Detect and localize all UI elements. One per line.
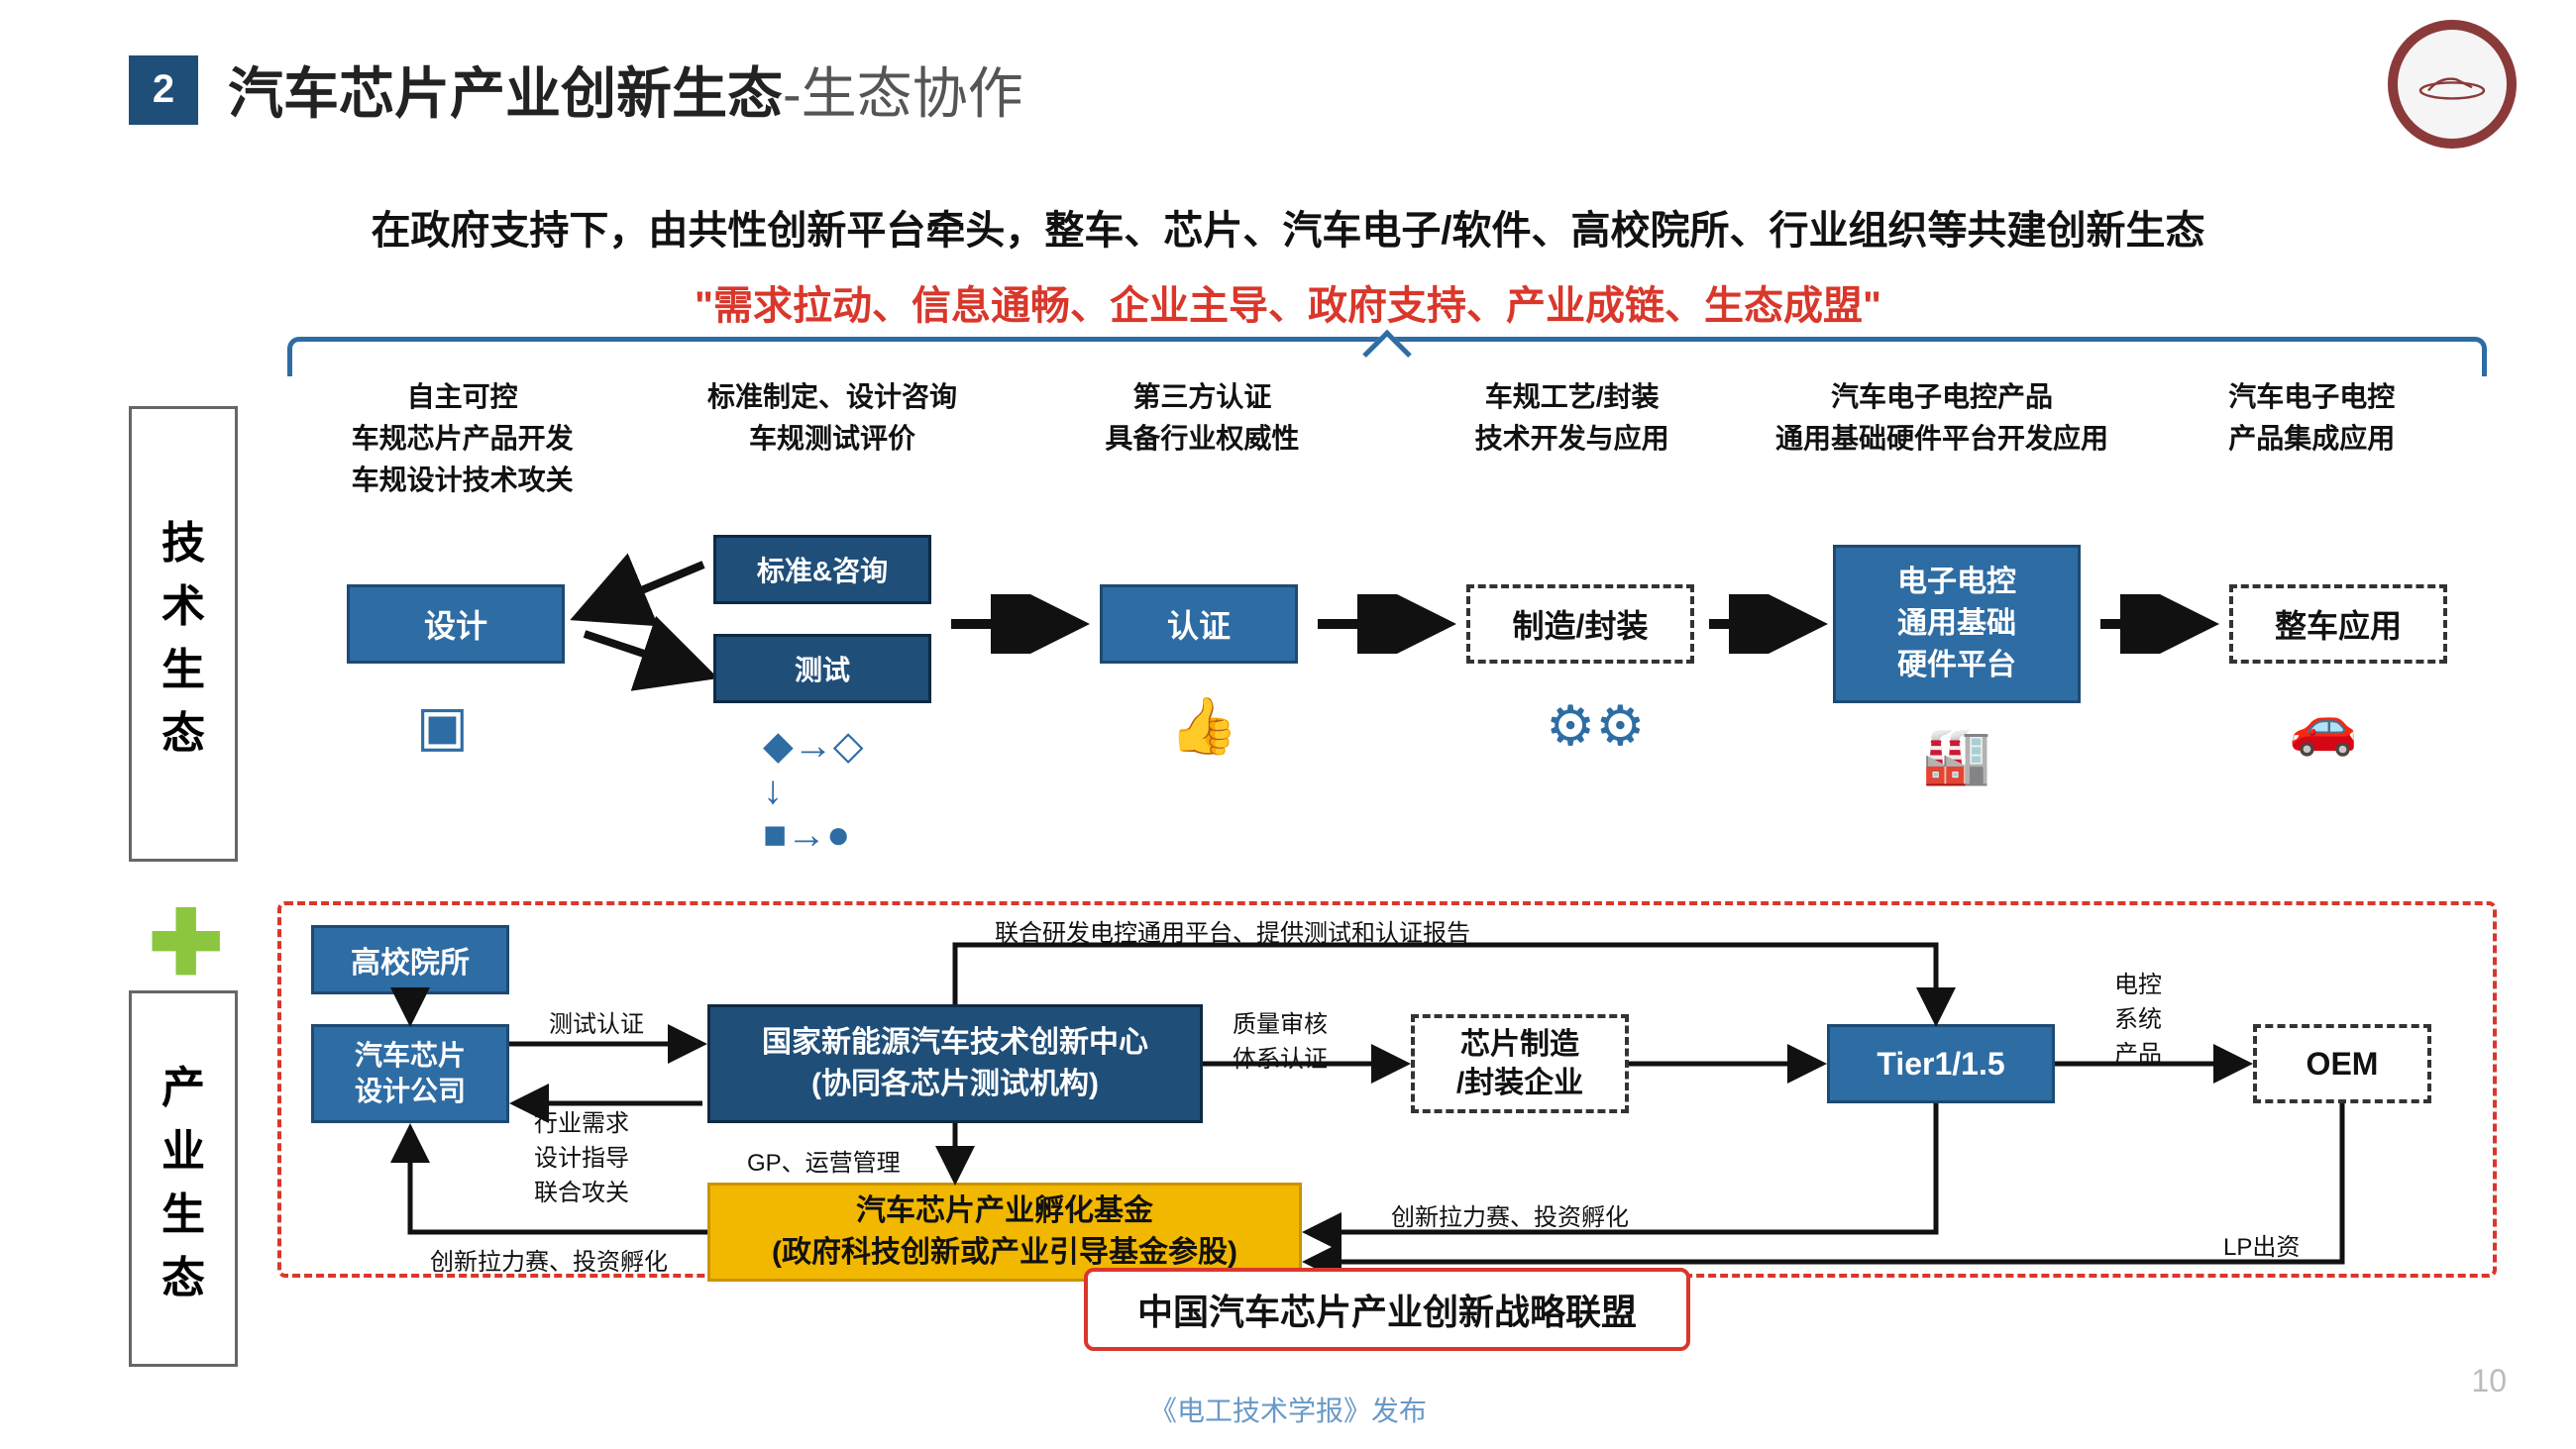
plus-icon: ✚ [149,891,223,995]
tech-flow-row: 设计 标准&咨询 测试 认证 制造/封装 电子电控 通用基础 硬件平台 整车应用… [277,555,2497,832]
col-head-1: 标准制定、设计咨询 车规测试评价 [647,376,1017,501]
alliance-box: 中国汽车芯片产业创新战略联盟 [1084,1268,1690,1351]
label-quality: 质量审核 体系认证 [1233,1004,1328,1074]
title-sub: -生态协作 [783,62,1023,125]
label-lp: LP出资 [2223,1227,2300,1262]
label-testcert: 测试认证 [549,1004,644,1039]
node-design: 设计 [347,584,565,664]
label-innovation2: 创新拉力赛、投资孵化 [1391,1197,1629,1232]
diagram: 自主可控 车规芯片产品开发 车规设计技术攻关 标准制定、设计咨询 车规测试评价 … [277,337,2497,1350]
node-platform: 电子电控 通用基础 硬件平台 [1833,545,2081,703]
arrow-platform [1699,594,1828,654]
label-product: 电控 系统 产品 [2114,965,2162,1069]
side-label-tech: 技术生态 [129,406,238,862]
gears-icon: ⚙⚙ [1546,693,1645,759]
publisher: 《电工技术学报》发布 [1149,1390,1427,1429]
arrow-cert [941,594,1090,654]
intro-block: 在政府支持下，由共性创新平台牵头，整车、芯片、汽车电子/软件、高校院所、行业组织… [0,198,2576,331]
node-cert: 认证 [1100,584,1298,664]
section-number: 2 [129,55,198,125]
title-main: 汽车芯片产业创新生态 [228,62,783,125]
intro-line1: 在政府支持下，由共性创新平台牵头，整车、芯片、汽车电子/软件、高校院所、行业组织… [0,198,2576,256]
slide-header: 2 汽车芯片产业创新生态-生态协作 [129,50,2447,130]
col-head-2: 第三方认证 具备行业权威性 [1018,376,1387,501]
car-icon: 🚗 [2289,693,2358,759]
industry-panel: 高校院所 汽车芯片 设计公司 国家新能源汽车技术创新中心 (协同各芯片测试机构)… [277,901,2497,1278]
node-std: 标准&咨询 [713,535,931,604]
col-head-3: 车规工艺/封装 技术开发与应用 [1387,376,1757,501]
label-reqguide: 行业需求 设计指导 联合攻关 [534,1103,629,1207]
node-vehicle: 整车应用 [2229,584,2447,664]
chip-icon: ▣ [416,693,469,759]
top-brace [287,337,2487,376]
label-joint: 联合研发电控通用平台、提供测试和认证报告 [995,913,1470,948]
thumbsup-icon: 👍 [1169,693,1238,759]
node-test: 测试 [713,634,931,703]
arrows-design-stdtest [565,535,713,713]
arrow-mfg [1308,594,1456,654]
node-mfg: 制造/封装 [1466,584,1694,664]
factory-icon: 🏭 [1922,723,1991,788]
label-innovation: 创新拉力赛、投资孵化 [430,1242,668,1277]
intro-line2: "需求拉动、信息通畅、企业主导、政府支持、产业成链、生态成盟" [0,273,2576,331]
col-head-0: 自主可控 车规芯片产品开发 车规设计技术攻关 [277,376,647,501]
page-number: 10 [2471,1363,2507,1399]
side-label-industry: 产业生态 [129,990,238,1367]
arrow-vehicle [2091,594,2219,654]
flow-icon: ◆→◇↓■→● [763,723,864,858]
title-container: 汽车芯片产业创新生态-生态协作 [198,50,1023,130]
column-headers-row: 自主可控 车规芯片产品开发 车规设计技术攻关 标准制定、设计咨询 车规测试评价 … [277,376,2497,501]
org-logo-icon [2388,20,2517,149]
industry-edges [281,905,2493,1274]
col-head-5: 汽车电子电控 产品集成应用 [2127,376,2497,501]
label-gp: GP、运营管理 [747,1143,901,1178]
col-head-4: 汽车电子电控产品 通用基础硬件平台开发应用 [1757,376,2126,501]
